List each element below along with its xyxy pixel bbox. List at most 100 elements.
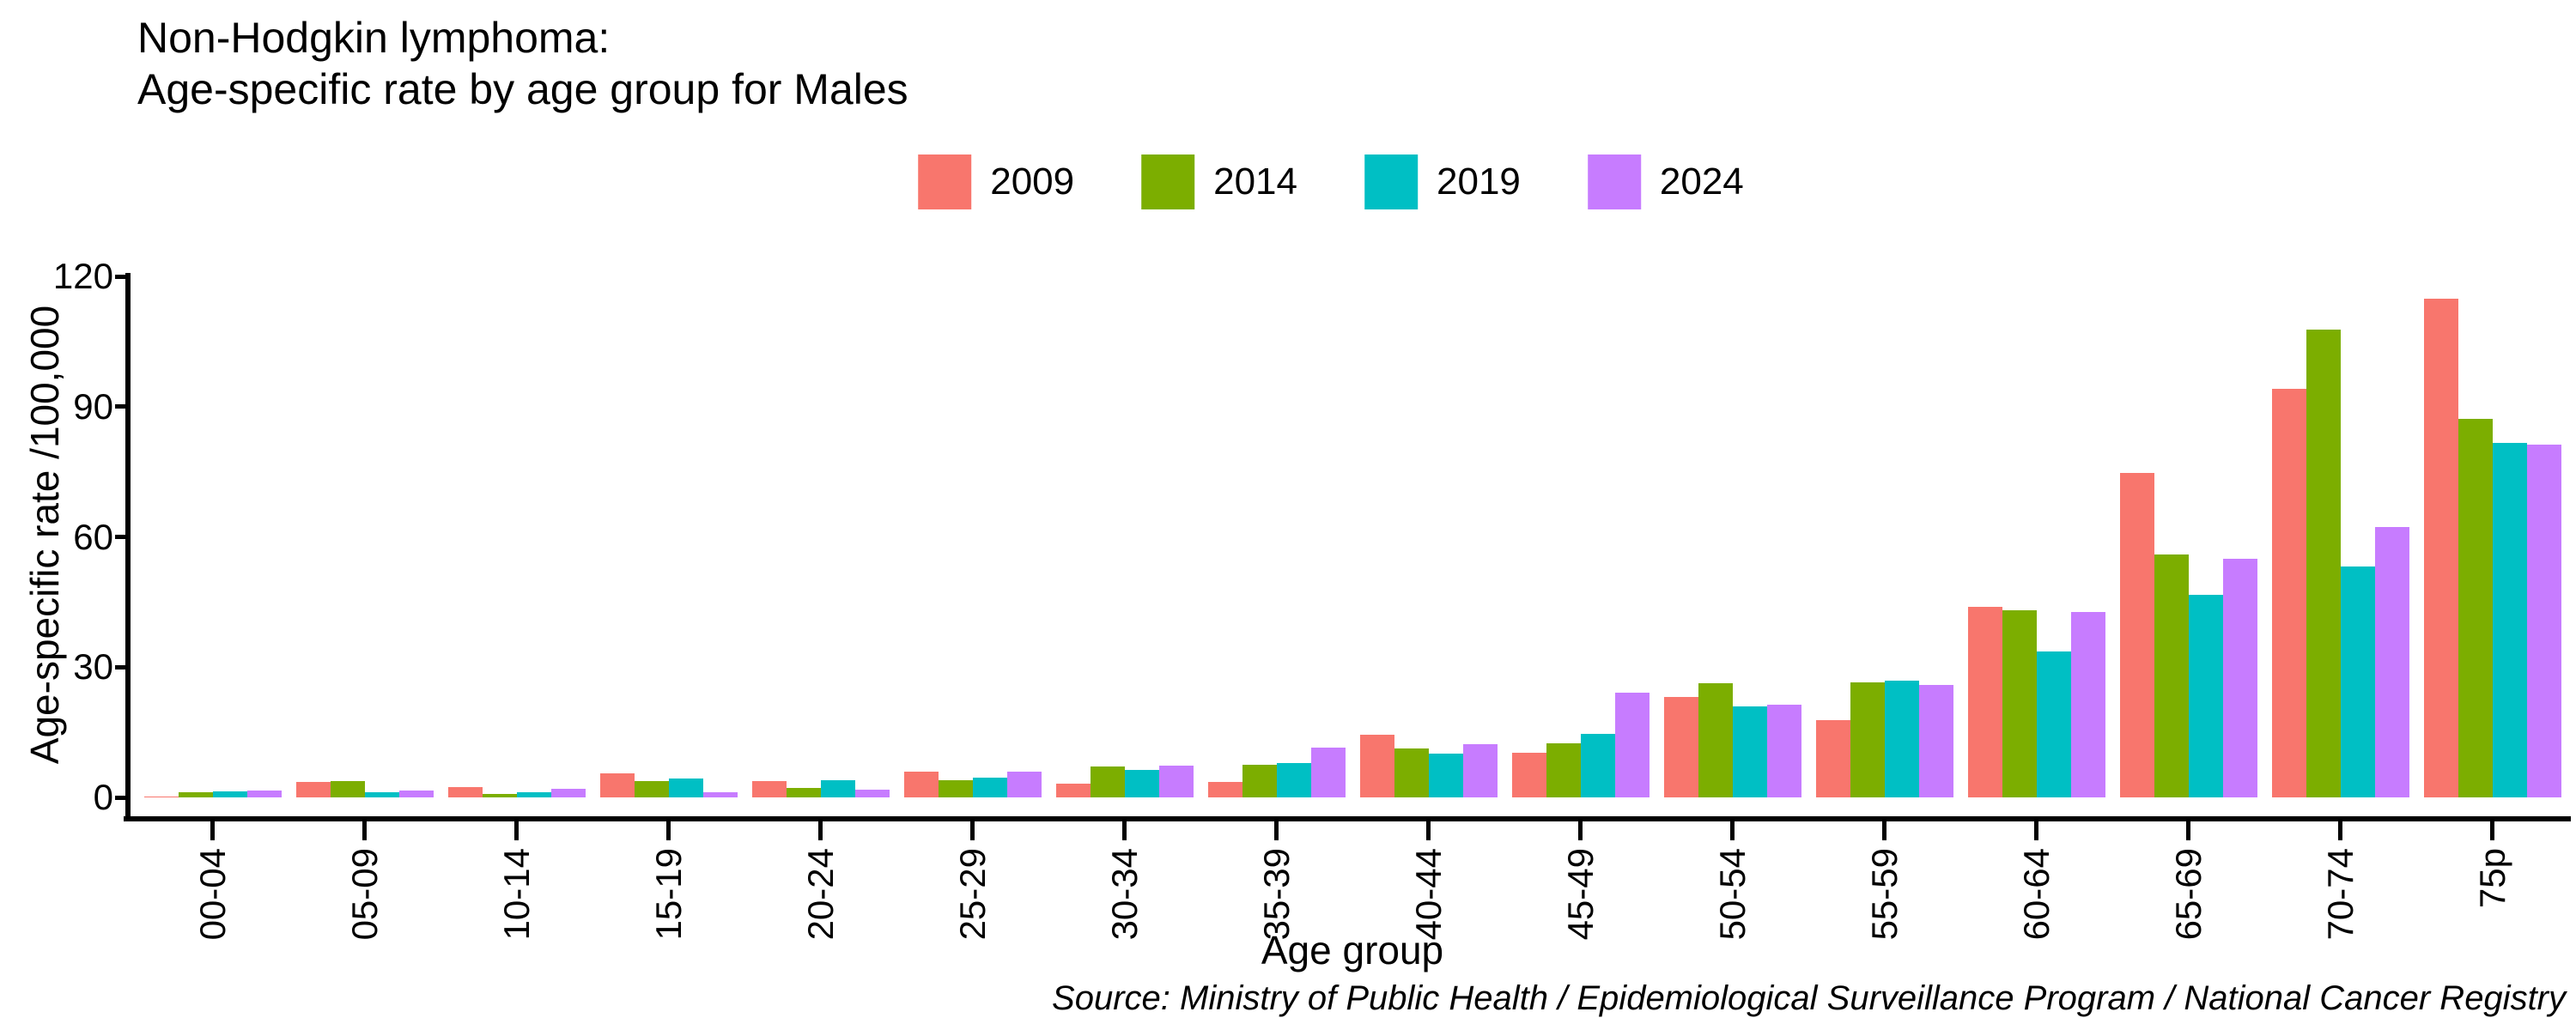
bar-2014-20-24 — [786, 787, 821, 797]
bar-2009-15-19 — [599, 772, 635, 797]
x-tick-label: 65-69 — [2167, 848, 2208, 941]
x-tick-mark — [1122, 821, 1127, 840]
source-note: Source: Ministry of Public Health / Epid… — [1052, 979, 2566, 1017]
bar-2019-00-04 — [212, 791, 247, 797]
x-tick-mark — [2338, 821, 2342, 840]
bar-2019-60-64 — [2036, 651, 2071, 797]
y-tick-mark — [115, 795, 129, 800]
bar-2019-50-54 — [1732, 706, 1767, 797]
legend-item-2009: 2009 — [918, 154, 1074, 209]
legend-label-2009: 2009 — [990, 161, 1075, 203]
y-tick-label: 120 — [52, 256, 113, 296]
x-tick-mark — [1882, 821, 1886, 840]
bar-2024-75p — [2526, 444, 2561, 797]
x-tick-label: 30-34 — [1103, 848, 1145, 941]
bar-2014-55-59 — [1850, 682, 1885, 797]
bar-2019-75p — [2492, 443, 2527, 797]
bar-2024-60-64 — [2070, 612, 2105, 797]
bar-2014-50-54 — [1698, 683, 1733, 797]
x-tick-label: 10-14 — [495, 848, 537, 941]
bar-2024-70-74 — [2374, 526, 2409, 797]
bar-2024-35-39 — [1310, 747, 1346, 797]
legend-swatch-2019 — [1364, 154, 1418, 209]
legend-swatch-2009 — [918, 154, 972, 209]
x-tick-mark — [1578, 821, 1583, 840]
x-tick-label: 60-64 — [2015, 848, 2057, 941]
bar-2019-30-34 — [1124, 770, 1159, 797]
bar-2019-40-44 — [1428, 753, 1463, 797]
legend-item-2019: 2019 — [1364, 154, 1521, 209]
bar-2024-30-34 — [1158, 766, 1194, 797]
legend-item-2014: 2014 — [1141, 154, 1297, 209]
x-tick-label: 50-54 — [1711, 848, 1753, 941]
bar-2019-25-29 — [972, 777, 1007, 797]
x-tick-mark — [1730, 821, 1735, 840]
bar-2014-45-49 — [1546, 743, 1581, 797]
bar-2024-55-59 — [1918, 685, 1953, 797]
bar-2014-10-14 — [482, 794, 517, 797]
legend-label-2019: 2019 — [1437, 161, 1521, 203]
bar-2009-50-54 — [1663, 697, 1698, 797]
y-tick-mark — [115, 664, 129, 670]
bar-2024-65-69 — [2222, 559, 2257, 797]
bar-2019-70-74 — [2340, 566, 2375, 797]
x-tick-label: 20-24 — [799, 848, 841, 941]
bar-2009-10-14 — [447, 787, 483, 797]
bar-2009-20-24 — [751, 781, 787, 797]
bar-2019-15-19 — [668, 778, 703, 797]
bar-2024-50-54 — [1766, 705, 1801, 797]
bar-2024-25-29 — [1006, 772, 1042, 797]
x-tick-label: 75p — [2471, 848, 2512, 909]
y-tick-label: 90 — [73, 385, 113, 427]
bar-2009-45-49 — [1511, 752, 1546, 797]
bar-2019-35-39 — [1276, 762, 1311, 797]
chart-title-line1: Non-Hodgkin lymphoma: — [137, 14, 611, 62]
bar-2019-05-09 — [364, 791, 399, 797]
bar-2019-65-69 — [2188, 594, 2223, 797]
x-tick-mark — [2186, 821, 2190, 840]
legend-item-2024: 2024 — [1587, 154, 1744, 209]
bar-2019-45-49 — [1580, 734, 1615, 797]
bar-2014-35-39 — [1242, 764, 1277, 797]
bar-2019-10-14 — [516, 792, 551, 797]
y-tick-label: 30 — [73, 646, 113, 688]
chart-title: Non-Hodgkin lymphoma: Age-specific rate … — [137, 12, 908, 115]
legend-swatch-2014 — [1141, 154, 1195, 209]
bar-2009-70-74 — [2271, 388, 2306, 797]
x-tick-mark — [2490, 821, 2494, 840]
x-tick-mark — [1426, 821, 1431, 840]
bar-2019-20-24 — [820, 779, 855, 797]
bar-2009-05-09 — [295, 781, 331, 797]
bar-2014-60-64 — [2002, 610, 2037, 797]
bar-2014-40-44 — [1394, 748, 1429, 797]
bar-2009-55-59 — [1815, 720, 1850, 797]
x-tick-label: 45-49 — [1559, 848, 1601, 941]
y-tick-label: 0 — [93, 777, 113, 817]
bar-2009-40-44 — [1359, 735, 1394, 797]
bar-2024-45-49 — [1614, 693, 1649, 797]
x-tick-label: 00-04 — [191, 848, 233, 941]
bar-2024-05-09 — [398, 791, 434, 797]
bar-2009-35-39 — [1207, 782, 1242, 797]
y-tick-mark — [115, 274, 129, 279]
bar-2009-60-64 — [1967, 606, 2002, 797]
x-tick-label: 25-29 — [951, 848, 993, 941]
bar-2014-65-69 — [2154, 554, 2189, 797]
x-tick-label: 15-19 — [647, 848, 689, 941]
x-tick-label: 55-59 — [1863, 848, 1905, 941]
chart-title-line2: Age-specific rate by age group for Males — [137, 65, 908, 113]
bar-2009-75p — [2423, 298, 2458, 797]
legend-label-2024: 2024 — [1659, 161, 1744, 203]
x-tick-label: 70-74 — [2319, 848, 2360, 941]
bar-2024-10-14 — [550, 789, 586, 797]
y-tick-label: 60 — [73, 516, 113, 557]
x-tick-mark — [666, 821, 671, 840]
bar-2024-00-04 — [246, 791, 282, 797]
bar-2019-55-59 — [1884, 681, 1919, 797]
bar-2014-15-19 — [634, 781, 669, 797]
bar-2024-20-24 — [854, 790, 890, 797]
bar-2014-30-34 — [1090, 766, 1125, 797]
x-tick-mark — [1274, 821, 1279, 840]
bar-2009-30-34 — [1055, 784, 1091, 797]
